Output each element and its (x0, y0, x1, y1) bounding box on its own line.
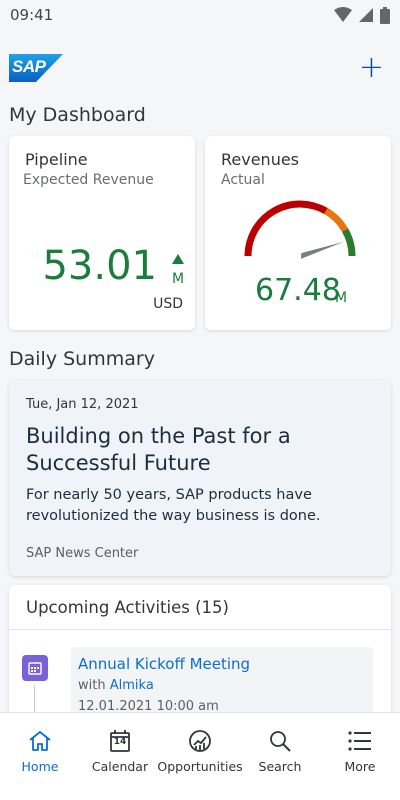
revenues-subtitle: Actual (221, 172, 265, 188)
news-source: SAP News Center (26, 546, 139, 561)
search-icon (268, 727, 292, 755)
calendar-event-icon (22, 655, 48, 681)
activity-with-label: with (78, 678, 106, 693)
status-bar: 09:41 (0, 0, 400, 30)
news-card[interactable]: Tue, Jan 12, 2021 Building on the Past f… (9, 380, 391, 576)
wifi-icon (334, 7, 352, 22)
nav-home-label: Home (21, 759, 59, 774)
activity-with: with Almika (78, 678, 154, 693)
bottom-nav: Home 14 Calendar Opportunities Search Mo… (0, 712, 400, 800)
activity-datetime: 12.01.2021 10:00 am (78, 699, 219, 714)
sap-logo-text: SAP (12, 57, 46, 76)
gauge-arc-orange (324, 207, 349, 232)
news-date: Tue, Jan 12, 2021 (26, 397, 139, 412)
pipeline-unit: M (172, 271, 185, 287)
news-body: For nearly 50 years, SAP products have r… (26, 487, 321, 524)
calendar-icon: 14 (109, 727, 131, 755)
revenues-unit: M (335, 290, 348, 306)
home-icon (28, 727, 52, 755)
signal-icon (359, 8, 373, 22)
sap-logo: SAP (9, 54, 63, 82)
pipeline-subtitle: Expected Revenue (23, 172, 154, 188)
trend-up-icon (172, 254, 184, 264)
app-header: SAP + (9, 52, 384, 84)
nav-more-label: More (344, 759, 376, 774)
activity-title[interactable]: Annual Kickoff Meeting (78, 655, 251, 673)
activities-card: Upcoming Activities (15) Annual Kickoff … (9, 585, 391, 737)
add-button[interactable]: + (358, 50, 384, 85)
status-time: 09:41 (10, 6, 54, 24)
news-headline: Building on the Past for a Successful Fu… (26, 424, 291, 475)
pipeline-card[interactable]: Pipeline Expected Revenue 53.01 M USD (9, 136, 195, 330)
nav-search-label: Search (258, 759, 302, 774)
battery-icon (380, 6, 390, 24)
opportunities-icon (188, 727, 212, 755)
revenues-value: 67.48 (255, 273, 341, 308)
pipeline-currency: USD (153, 296, 183, 312)
daily-summary-title: Daily Summary (9, 348, 155, 370)
gauge-arc-green (341, 228, 356, 257)
calendar-day: 14 (113, 737, 127, 747)
pipeline-title: Pipeline (25, 150, 88, 169)
nav-calendar[interactable]: 14 Calendar (82, 727, 158, 774)
gauge-arc-red (244, 200, 328, 257)
activities-divider (9, 629, 391, 630)
nav-search[interactable]: Search (242, 727, 318, 774)
revenues-card[interactable]: Revenues Actual 67.48 M (205, 136, 391, 330)
dashboard-title: My Dashboard (9, 104, 146, 126)
nav-opportunities[interactable]: Opportunities (157, 727, 243, 774)
activity-timeline (22, 655, 48, 725)
status-icons (334, 6, 390, 24)
nav-more[interactable]: More (322, 727, 398, 774)
activities-title[interactable]: Upcoming Activities (15) (26, 598, 229, 617)
nav-opportunities-label: Opportunities (157, 759, 243, 774)
gauge-needle (300, 241, 344, 259)
revenue-gauge (244, 200, 356, 259)
nav-calendar-label: Calendar (91, 759, 149, 774)
activity-with-name[interactable]: Almika (109, 678, 154, 693)
revenues-title: Revenues (221, 150, 300, 169)
menu-icon (348, 727, 372, 755)
pipeline-value: 53.01 (42, 243, 157, 289)
nav-home[interactable]: Home (2, 727, 78, 774)
